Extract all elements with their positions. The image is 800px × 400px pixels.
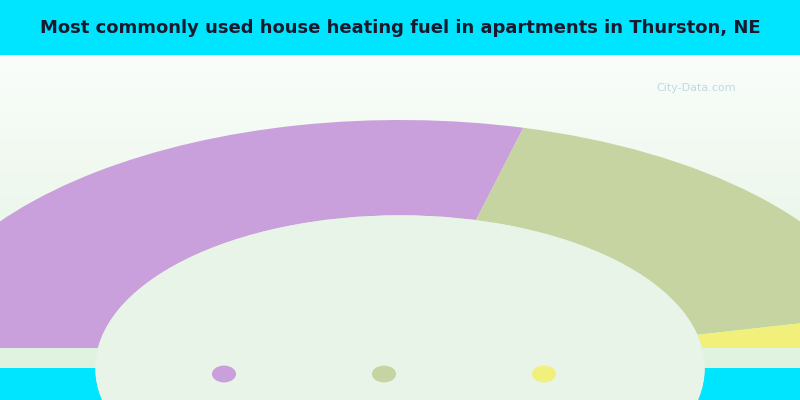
Bar: [0, 114, 800, 118]
Text: Electricity: Electricity: [402, 367, 470, 381]
Bar: [0, 216, 800, 220]
Bar: [0, 263, 800, 268]
Bar: [0, 179, 800, 184]
Bar: [0, 285, 800, 290]
Bar: [0, 194, 800, 198]
Bar: [0, 183, 800, 187]
Bar: [0, 136, 800, 140]
Bar: [0, 154, 800, 158]
Bar: [0, 186, 800, 191]
Bar: [0, 77, 800, 82]
Bar: [0, 220, 800, 224]
Bar: [0, 278, 800, 282]
Ellipse shape: [372, 366, 396, 382]
Bar: [0, 117, 800, 122]
Bar: [0, 245, 800, 250]
Bar: [0, 103, 800, 107]
Bar: [0, 311, 800, 315]
Bar: [0, 336, 800, 341]
Bar: [0, 249, 800, 253]
Bar: [0, 322, 800, 326]
Bar: [0, 296, 800, 300]
Bar: [0, 99, 800, 104]
Bar: [0, 176, 800, 180]
Bar: [0, 270, 800, 275]
Bar: [0, 190, 800, 195]
Bar: [0, 348, 800, 400]
Bar: [0, 282, 800, 286]
Bar: [0, 106, 800, 111]
Bar: [0, 223, 800, 228]
Text: City-Data.com: City-Data.com: [656, 83, 736, 93]
Bar: [0, 66, 800, 70]
Bar: [0, 267, 800, 271]
Ellipse shape: [532, 366, 556, 382]
Bar: [0, 325, 800, 330]
Bar: [0, 74, 800, 78]
Bar: [0, 300, 800, 304]
Bar: [0, 88, 800, 92]
Text: Other: Other: [562, 367, 601, 381]
Bar: [0, 212, 800, 217]
Bar: [0, 230, 800, 235]
Bar: [0, 157, 800, 162]
Bar: [0, 303, 800, 308]
Bar: [0, 124, 800, 129]
Bar: [0, 172, 800, 176]
Ellipse shape: [212, 366, 236, 382]
Bar: [0, 95, 800, 100]
Bar: [0, 143, 800, 147]
Bar: [0, 208, 800, 213]
Bar: [0, 292, 800, 297]
Bar: [0, 84, 800, 89]
Bar: [0, 256, 800, 260]
Bar: [0, 348, 800, 368]
Bar: [0, 168, 800, 173]
Bar: [0, 201, 800, 206]
Bar: [0, 121, 800, 125]
Bar: [0, 92, 800, 96]
Bar: [0, 307, 800, 312]
Bar: [0, 55, 800, 60]
Bar: [0, 333, 800, 337]
Bar: [0, 329, 800, 333]
Bar: [0, 146, 800, 151]
Bar: [0, 59, 800, 63]
Bar: [0, 139, 800, 144]
Bar: [0, 81, 800, 85]
Bar: [0, 70, 800, 74]
Bar: [0, 234, 800, 238]
Bar: [0, 289, 800, 293]
Circle shape: [96, 216, 704, 400]
Bar: [0, 252, 800, 257]
Wedge shape: [476, 128, 800, 335]
Bar: [0, 227, 800, 231]
Bar: [0, 205, 800, 209]
Wedge shape: [697, 314, 800, 368]
Bar: [0, 260, 800, 264]
Bar: [0, 132, 800, 136]
Text: Most commonly used house heating fuel in apartments in Thurston, NE: Most commonly used house heating fuel in…: [40, 19, 760, 37]
Bar: [0, 318, 800, 322]
Bar: [0, 314, 800, 319]
Bar: [0, 340, 800, 344]
Bar: [0, 128, 800, 133]
Bar: [0, 110, 800, 114]
Circle shape: [96, 216, 704, 400]
Bar: [0, 274, 800, 279]
Bar: [0, 344, 800, 348]
Bar: [0, 165, 800, 169]
Bar: [0, 198, 800, 202]
Wedge shape: [0, 120, 523, 368]
Bar: [0, 62, 800, 67]
Bar: [0, 238, 800, 242]
Text: Utility gas: Utility gas: [242, 367, 312, 381]
Bar: [0, 150, 800, 154]
Bar: [0, 161, 800, 166]
Bar: [0, 241, 800, 246]
